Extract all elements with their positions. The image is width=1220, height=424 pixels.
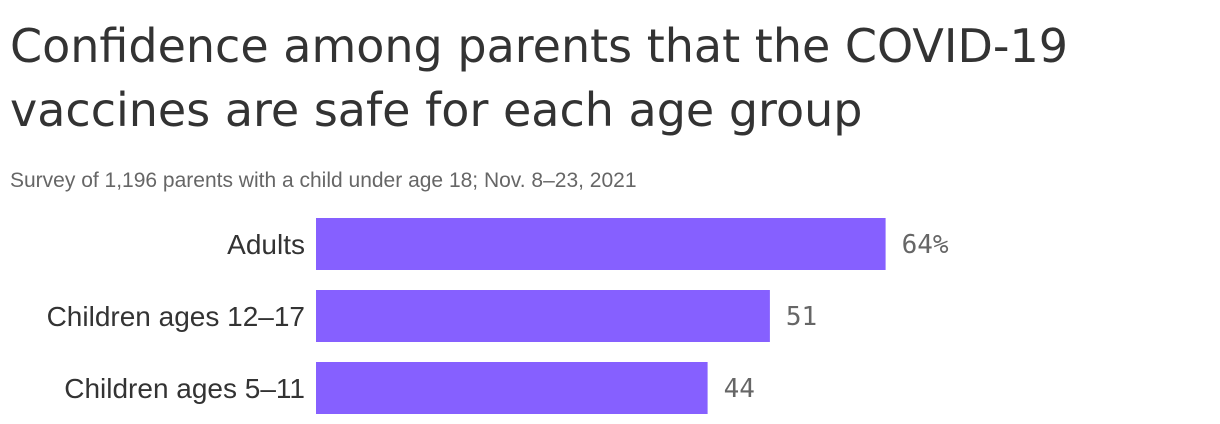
category-label: Adults xyxy=(227,229,305,260)
value-label: 64% xyxy=(902,230,949,260)
chart-subtitle: Survey of 1,196 parents with a child und… xyxy=(10,169,637,192)
bar xyxy=(316,290,770,342)
bar xyxy=(316,362,708,414)
chart-title: Confidence among parents that the COVID-… xyxy=(10,19,1068,137)
value-label: 44 xyxy=(724,374,755,404)
bar xyxy=(316,218,886,270)
category-label: Children ages 5–11 xyxy=(64,373,305,404)
category-label: Children ages 12–17 xyxy=(47,301,305,332)
bar-chart: Adults 64% Children ages 12–17 51 Children a… xyxy=(47,218,949,414)
value-label: 51 xyxy=(786,302,817,332)
